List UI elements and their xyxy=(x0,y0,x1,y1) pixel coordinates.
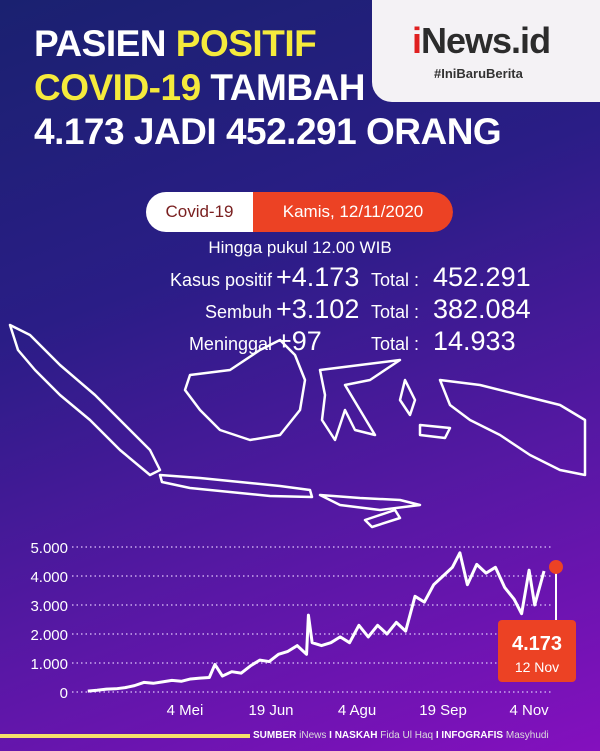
headline: PASIEN POSITIF COVID-19 TAMBAH 4.173 JAD… xyxy=(34,22,502,154)
stat-total: 382.084 xyxy=(433,294,531,324)
series-line xyxy=(87,551,546,693)
stat-label: Meninggal xyxy=(188,334,272,354)
x-tick-label: 4 Agu xyxy=(338,702,376,719)
credit-value: Masyhudi xyxy=(505,730,549,741)
stat-total: 14.933 xyxy=(433,326,516,356)
headline-highlight: POSITIF xyxy=(175,23,317,64)
stat-total-label: Total : xyxy=(371,270,420,290)
y-tick-label: 4.000 xyxy=(30,569,68,586)
sumatra-outline xyxy=(8,323,162,477)
date-label: Kamis, 12/11/2020 xyxy=(253,192,453,232)
stat-label: Kasus positif xyxy=(169,270,272,290)
highlight-date: 12 Nov xyxy=(515,659,559,675)
highlight-dot xyxy=(549,559,563,574)
sulawesi-outline xyxy=(318,358,402,442)
x-tick-label: 19 Jun xyxy=(248,702,293,719)
stat-row-recovered: Sembuh +3.102 Total : 382.084 xyxy=(52,294,531,328)
kalimantan-outline xyxy=(183,338,307,442)
x-tick-label: 19 Sep xyxy=(419,702,467,719)
y-tick-label: 2.000 xyxy=(30,627,68,644)
maluku-outline xyxy=(398,378,452,440)
highlight-box xyxy=(498,620,576,682)
date-badge: Covid-19 Kamis, 12/11/2020 xyxy=(146,192,453,232)
java-outline xyxy=(158,473,314,499)
y-tick-label: 5.000 xyxy=(30,540,68,557)
footer-accent-bar xyxy=(0,734,250,738)
highlight-value: 4.173 xyxy=(512,633,562,655)
nusa-tenggara-outline xyxy=(318,493,422,512)
as-of-time: Hingga pukul 12.00 WIB xyxy=(208,238,392,257)
credit-key: SUMBER xyxy=(253,730,297,741)
headline-text: 4.173 JADI 452.291 ORANG xyxy=(34,111,502,152)
stat-total: 452.291 xyxy=(433,262,531,292)
stat-label: Sembuh xyxy=(204,302,272,322)
y-tick-label: 3.000 xyxy=(30,598,68,615)
indonesia-map xyxy=(8,323,587,529)
credit-value: iNews xyxy=(299,730,327,741)
credit-sep: I xyxy=(435,730,439,741)
topic-label: Covid-19 xyxy=(146,192,253,232)
timor-outline xyxy=(363,508,402,529)
credit-key: NASKAH xyxy=(334,730,378,741)
headline-highlight: COVID-19 xyxy=(34,67,201,108)
headline-text: PASIEN xyxy=(34,23,176,64)
papua-outline xyxy=(438,378,587,477)
stat-increase: +3.102 xyxy=(276,294,360,324)
credit-key: INFOGRAFIS xyxy=(441,730,504,741)
y-tick-label: 1.000 xyxy=(30,656,68,673)
headline-text: TAMBAH xyxy=(200,67,365,108)
credit-sep: I xyxy=(329,730,332,741)
stat-row-deaths: Meninggal +97 Total : 14.933 xyxy=(52,326,516,360)
credits: SUMBER iNews I NASKAH Fida Ul Haq I INFO… xyxy=(253,730,549,741)
stat-total-label: Total : xyxy=(371,302,420,322)
daily-cases-chart: 0 1.000 2.000 3.000 4.000 5.000 4 Mei 19 Jun 4 A… xyxy=(30,540,576,719)
credit-value: Fida Ul Haq xyxy=(380,730,434,741)
stat-total-label: Total : xyxy=(371,334,420,354)
x-tick-label: 4 Mei xyxy=(167,702,204,719)
brand-logo: iNews.id xyxy=(412,20,551,61)
brand-tagline: #IniBaruBerita xyxy=(434,66,523,81)
stat-row-positive: Kasus positif +4.173 Total : 452.291 xyxy=(52,262,531,296)
logo-box: iNews.id #IniBaruBerita xyxy=(372,0,600,102)
stat-increase: +97 xyxy=(276,326,322,356)
x-tick-label: 4 Nov xyxy=(509,702,549,719)
y-tick-label: 0 xyxy=(60,685,68,702)
stat-increase: +4.173 xyxy=(276,262,360,292)
